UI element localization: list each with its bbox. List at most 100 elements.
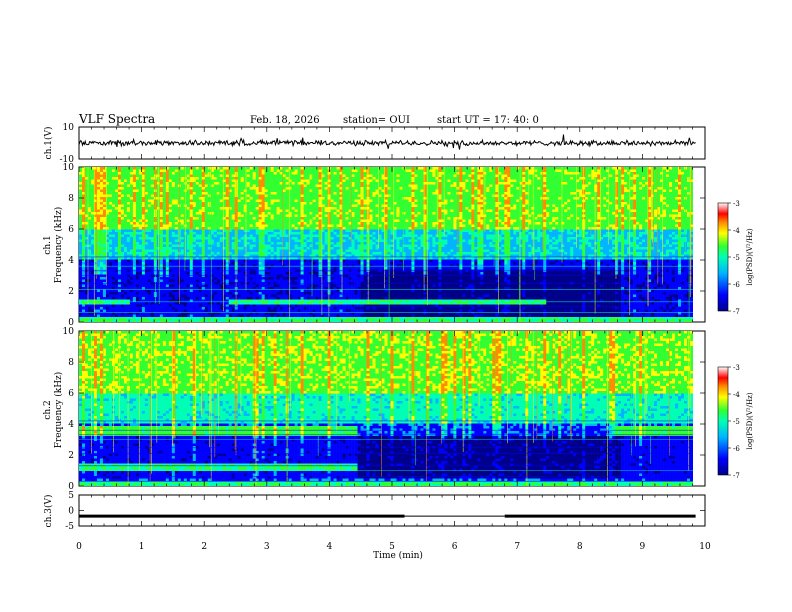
spectrogram-cell <box>255 252 260 255</box>
spectrogram-cell <box>264 279 268 283</box>
spectrogram-cell <box>150 219 155 223</box>
spectrogram-cell <box>282 167 286 170</box>
spectrogram-cell <box>264 194 268 198</box>
spectrogram-cell <box>174 289 179 293</box>
spectrogram-cell <box>144 222 149 225</box>
spectrogram-cell <box>168 217 173 220</box>
spectrogram-cell <box>82 279 86 283</box>
spectrogram-cell <box>204 299 209 303</box>
spectrogram-cell <box>186 239 191 243</box>
spectrogram-cell <box>195 187 200 190</box>
spectrogram-cell <box>285 262 289 265</box>
spectrogram-cell <box>117 197 122 200</box>
spectrogram-cell <box>147 319 152 322</box>
spectrogram-cell <box>225 212 230 215</box>
spectrogram-cell <box>79 197 83 200</box>
spectrogram-cell <box>162 244 167 248</box>
spectrogram-cell <box>180 189 185 193</box>
spectrogram-cell <box>258 204 263 208</box>
spectrogram-cell <box>171 302 176 305</box>
spectrogram-cell <box>141 199 146 203</box>
spectrogram-cell <box>114 217 119 220</box>
spectrogram-cell <box>147 197 152 200</box>
spectrogram-cell <box>135 222 140 225</box>
spectrogram-cell <box>315 317 319 320</box>
spectrogram-cell <box>213 169 218 173</box>
spectrogram-cell <box>276 284 280 288</box>
spectrogram-cell <box>82 264 86 268</box>
spectrogram-cell <box>129 267 134 270</box>
spectrogram-cell <box>192 247 197 250</box>
spectrogram-cell <box>315 209 319 213</box>
spectrogram-cell <box>237 299 242 303</box>
spectrogram-cell <box>171 257 176 260</box>
spectrogram-cell <box>174 169 179 173</box>
spectrogram-cell <box>165 304 170 308</box>
spectrogram-cell <box>141 197 146 200</box>
spectrogram-cell <box>228 167 233 170</box>
spectrogram-cell <box>258 247 263 250</box>
spectrogram-cell <box>261 224 265 228</box>
spectrogram-cell <box>192 224 197 228</box>
spectrogram-cell <box>249 227 254 230</box>
spectrogram-cell <box>207 317 212 320</box>
spectrogram-cell <box>294 209 298 213</box>
spectrogram-cell <box>79 217 83 220</box>
spectrogram-cell <box>189 264 194 268</box>
spectrogram-cell <box>222 184 227 188</box>
spectrogram-cell <box>219 174 224 178</box>
spectrogram-cell <box>279 189 283 193</box>
spectrogram-cell <box>237 189 242 193</box>
spectrogram-cell <box>258 232 263 235</box>
spectrogram-cell <box>276 252 280 255</box>
spectrogram-cell <box>99 187 104 190</box>
spectrogram-cell <box>222 294 227 298</box>
spectrogram-cell <box>294 217 298 220</box>
spectrogram-cell <box>297 197 301 200</box>
spectrogram-cell <box>210 199 215 203</box>
spectrogram-cell <box>312 302 316 305</box>
spectrogram-cell <box>84 182 89 185</box>
spectrogram-cell <box>87 287 92 290</box>
spectrogram-cell <box>159 184 164 188</box>
spectrogram-cell <box>300 307 304 310</box>
spectrogram-cell <box>204 229 209 233</box>
spectrogram-cell <box>285 312 289 315</box>
spectrogram-cell <box>312 232 316 235</box>
spectrogram-cell <box>159 292 164 295</box>
spectrogram-cell <box>261 289 265 293</box>
spectrogram-cell <box>79 174 83 178</box>
spectrogram-cell <box>267 202 271 205</box>
spectrogram-cell <box>162 189 167 193</box>
spectrogram-cell <box>168 264 173 268</box>
spectrogram-cell <box>264 287 268 290</box>
spectrogram-cell <box>162 212 167 215</box>
spectrogram-cell <box>162 254 167 258</box>
spectrogram-cell <box>282 317 286 320</box>
spectrogram-cell <box>87 207 92 210</box>
spectrogram-cell <box>165 277 170 280</box>
spectrogram-cell <box>300 247 304 250</box>
spectrogram-cell <box>123 184 128 188</box>
spectrogram-cell <box>82 297 86 300</box>
spectrogram-cell <box>132 249 137 253</box>
spectrogram-cell <box>93 317 98 320</box>
spectrogram-cell <box>90 169 95 173</box>
spectrogram-cell <box>123 304 128 308</box>
spectrogram-cell <box>96 212 101 215</box>
spectrogram-cell <box>156 317 161 320</box>
spectrogram-cell <box>192 294 197 298</box>
spectrogram-cell <box>117 229 122 233</box>
spectrogram-cell <box>318 174 322 178</box>
ch1-spectrogram-image <box>79 167 693 322</box>
spectrogram-cell <box>171 277 176 280</box>
spectrogram-cell <box>129 257 134 260</box>
spectrogram-cell <box>237 314 242 318</box>
spectrogram-cell <box>132 232 137 235</box>
spectrogram-cell <box>255 257 260 260</box>
spectrogram-cell <box>309 262 313 265</box>
spectrogram-cell <box>180 247 185 250</box>
spectrogram-cell <box>210 212 215 215</box>
spectrogram-cell <box>117 232 122 235</box>
spectrogram-cell <box>111 217 116 220</box>
